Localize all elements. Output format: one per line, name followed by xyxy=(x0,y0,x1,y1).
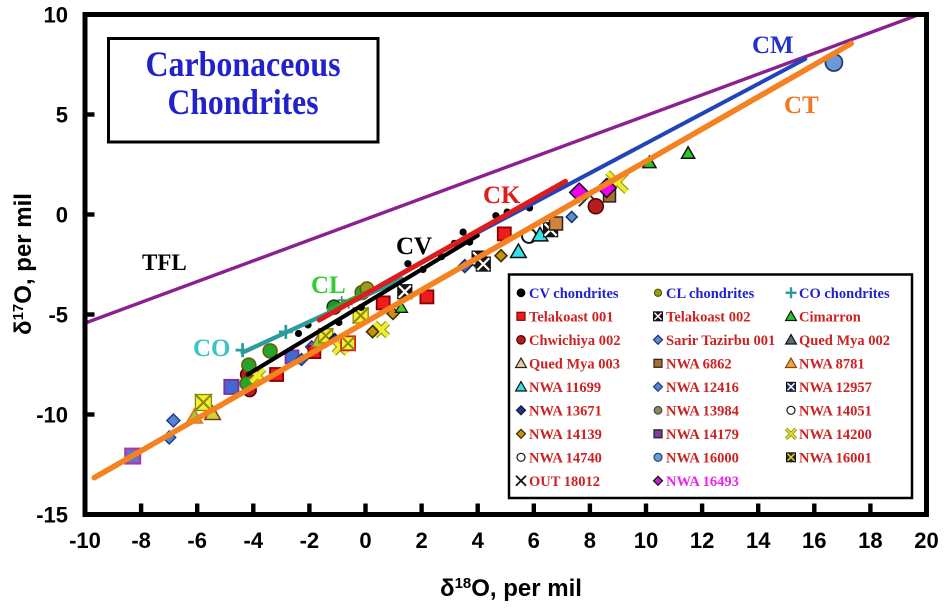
svg-text:CL: CL xyxy=(311,272,346,299)
svg-text:NWA 14740: NWA 14740 xyxy=(529,450,602,466)
svg-text:Cimarron: Cimarron xyxy=(799,309,861,325)
svg-text:2: 2 xyxy=(415,528,427,553)
svg-text:TFL: TFL xyxy=(142,250,187,275)
svg-text:-4: -4 xyxy=(244,528,264,553)
svg-text:δ17O, per mil: δ17O, per mil xyxy=(10,193,37,335)
svg-text:NWA 14179: NWA 14179 xyxy=(666,427,739,443)
svg-text:Qued Mya 002: Qued Mya 002 xyxy=(799,333,890,349)
svg-text:0: 0 xyxy=(56,203,68,228)
svg-text:CM: CM xyxy=(752,32,794,59)
svg-text:Sarir Tazirbu 001: Sarir Tazirbu 001 xyxy=(666,333,775,349)
svg-text:NWA 16001: NWA 16001 xyxy=(799,450,872,466)
svg-text:CK: CK xyxy=(483,182,521,209)
svg-text:14: 14 xyxy=(746,528,771,553)
svg-text:NWA 8781: NWA 8781 xyxy=(799,356,865,372)
svg-text:NWA 16493: NWA 16493 xyxy=(666,474,739,490)
svg-text:6: 6 xyxy=(528,528,540,553)
svg-text:Telakoast 001: Telakoast 001 xyxy=(529,309,613,325)
svg-text:20: 20 xyxy=(914,528,938,553)
svg-text:NWA 6862: NWA 6862 xyxy=(666,356,732,372)
svg-text:Chondrites: Chondrites xyxy=(168,82,319,122)
svg-text:4: 4 xyxy=(472,528,485,553)
svg-text:-5: -5 xyxy=(48,303,68,328)
svg-text:NWA 14200: NWA 14200 xyxy=(799,427,872,443)
svg-text:NWA 14139: NWA 14139 xyxy=(529,427,602,443)
svg-text:0: 0 xyxy=(359,528,371,553)
svg-text:5: 5 xyxy=(56,103,68,128)
svg-text:CL chondrites: CL chondrites xyxy=(666,286,755,302)
svg-text:NWA 16000: NWA 16000 xyxy=(666,450,739,466)
svg-text:-6: -6 xyxy=(187,528,207,553)
svg-text:CV: CV xyxy=(396,233,432,260)
svg-text:OUT 18012: OUT 18012 xyxy=(529,474,600,490)
svg-text:12: 12 xyxy=(690,528,714,553)
svg-text:CT: CT xyxy=(784,92,819,119)
svg-text:NWA 12416: NWA 12416 xyxy=(666,380,739,396)
svg-text:NWA 14051: NWA 14051 xyxy=(799,403,872,419)
svg-text:-2: -2 xyxy=(300,528,320,553)
svg-text:-10: -10 xyxy=(69,528,101,553)
svg-text:10: 10 xyxy=(634,528,658,553)
svg-text:CO chondrites: CO chondrites xyxy=(799,286,890,302)
svg-text:CO: CO xyxy=(193,335,231,362)
svg-text:Telakoast 002: Telakoast 002 xyxy=(666,309,750,325)
svg-text:16: 16 xyxy=(802,528,826,553)
svg-text:18: 18 xyxy=(858,528,882,553)
svg-text:-15: -15 xyxy=(36,503,68,528)
svg-text:NWA 11699: NWA 11699 xyxy=(529,380,601,396)
svg-text:δ18O, per mil: δ18O, per mil xyxy=(440,575,582,602)
svg-text:Chwichiya 002: Chwichiya 002 xyxy=(529,333,620,349)
svg-text:NWA 13671: NWA 13671 xyxy=(529,403,602,419)
svg-text:Carbonaceous: Carbonaceous xyxy=(146,44,341,84)
svg-text:CV chondrites: CV chondrites xyxy=(529,286,619,302)
svg-text:10: 10 xyxy=(44,3,68,28)
svg-text:NWA 13984: NWA 13984 xyxy=(666,403,739,419)
svg-text:NWA 12957: NWA 12957 xyxy=(799,380,872,396)
svg-text:8: 8 xyxy=(584,528,596,553)
svg-text:Qued Mya 003: Qued Mya 003 xyxy=(529,356,620,372)
svg-text:-8: -8 xyxy=(131,528,151,553)
svg-text:-10: -10 xyxy=(36,403,68,428)
